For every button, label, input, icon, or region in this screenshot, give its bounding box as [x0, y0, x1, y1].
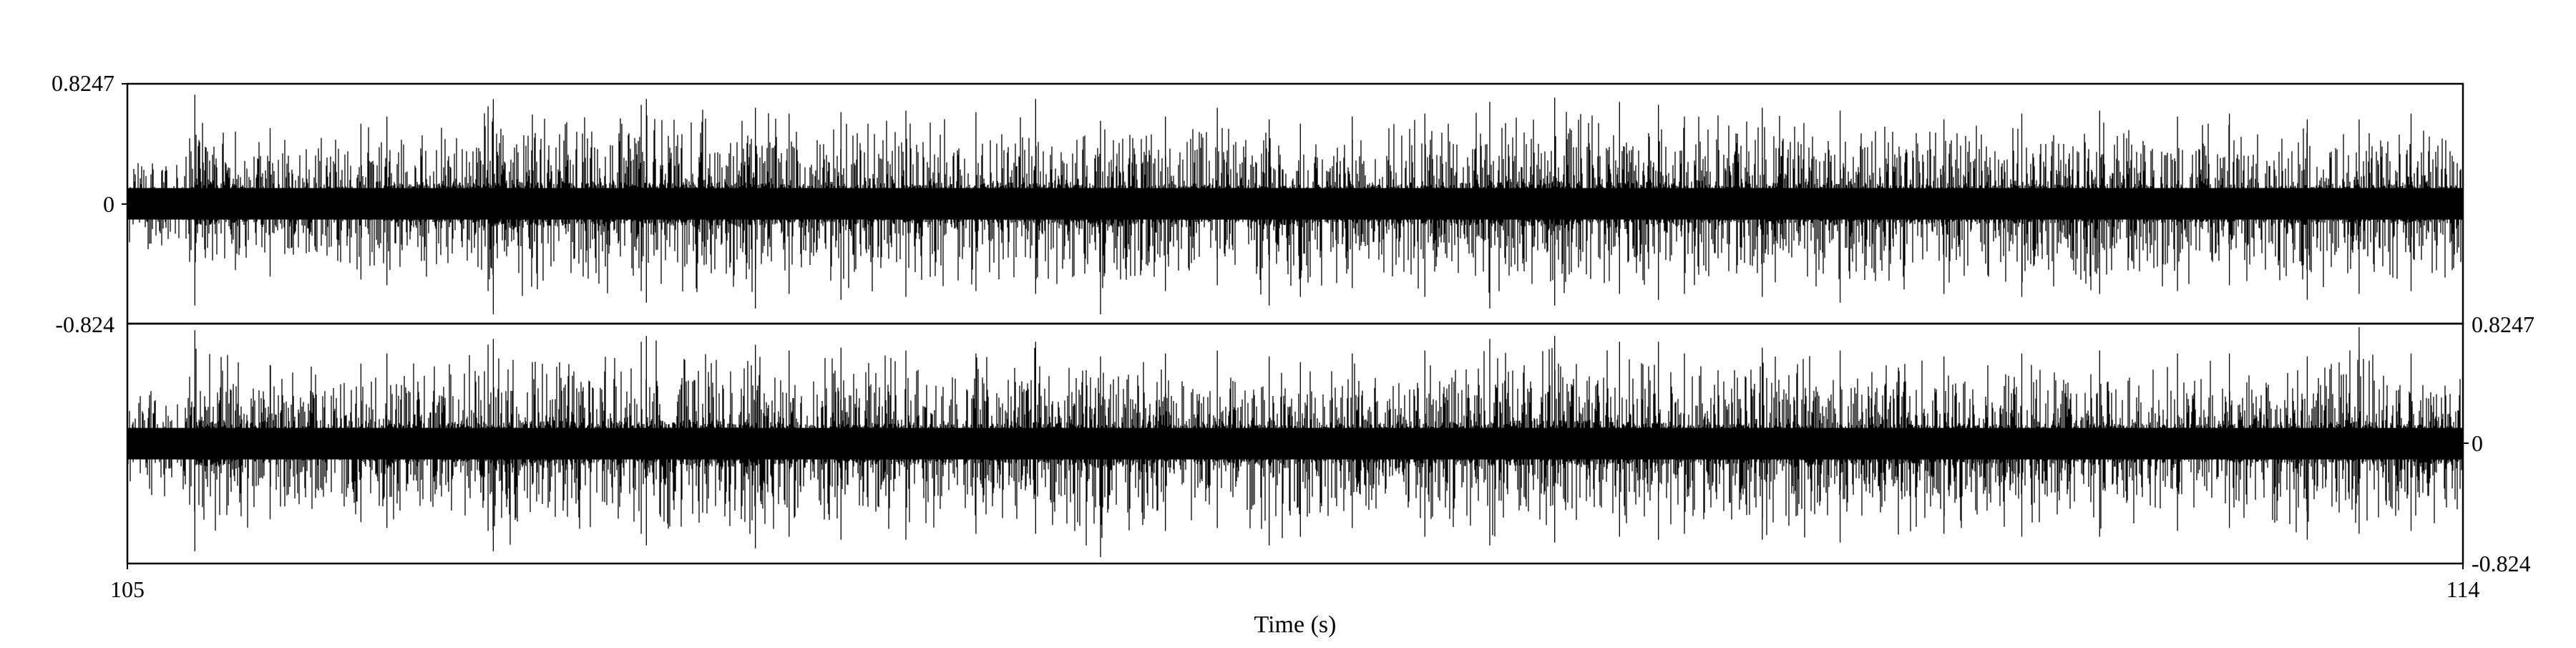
channel-1-y-max-label: 0.8247 — [52, 70, 114, 96]
channel-1-waveform — [127, 95, 2462, 314]
channel-1-panel: 0.8247 0 -0.824 — [52, 70, 2462, 337]
channel-2-dense-core — [128, 427, 2462, 460]
channel-1-y-zero-label: 0 — [103, 191, 114, 217]
x-axis: 105 114 Time (s) — [110, 564, 2479, 638]
channel-2-y-max-label: 0.8247 — [2472, 311, 2534, 337]
x-axis-label: Time (s) — [1254, 611, 1337, 638]
channel-2-y-min-label: -0.824 — [2472, 551, 2531, 576]
x-tick-label-start: 105 — [110, 576, 145, 602]
channel-2-frame — [126, 322, 2464, 565]
channel-1-dense-core — [128, 188, 2462, 220]
channel-2-waveform — [127, 327, 2462, 558]
channel-2-panel: 0.8247 0 -0.824 — [127, 311, 2534, 576]
x-tick-label-end: 114 — [2446, 576, 2480, 602]
channel-1-y-min-label: -0.824 — [55, 311, 114, 337]
channel-2-y-zero-label: 0 — [2472, 430, 2483, 456]
